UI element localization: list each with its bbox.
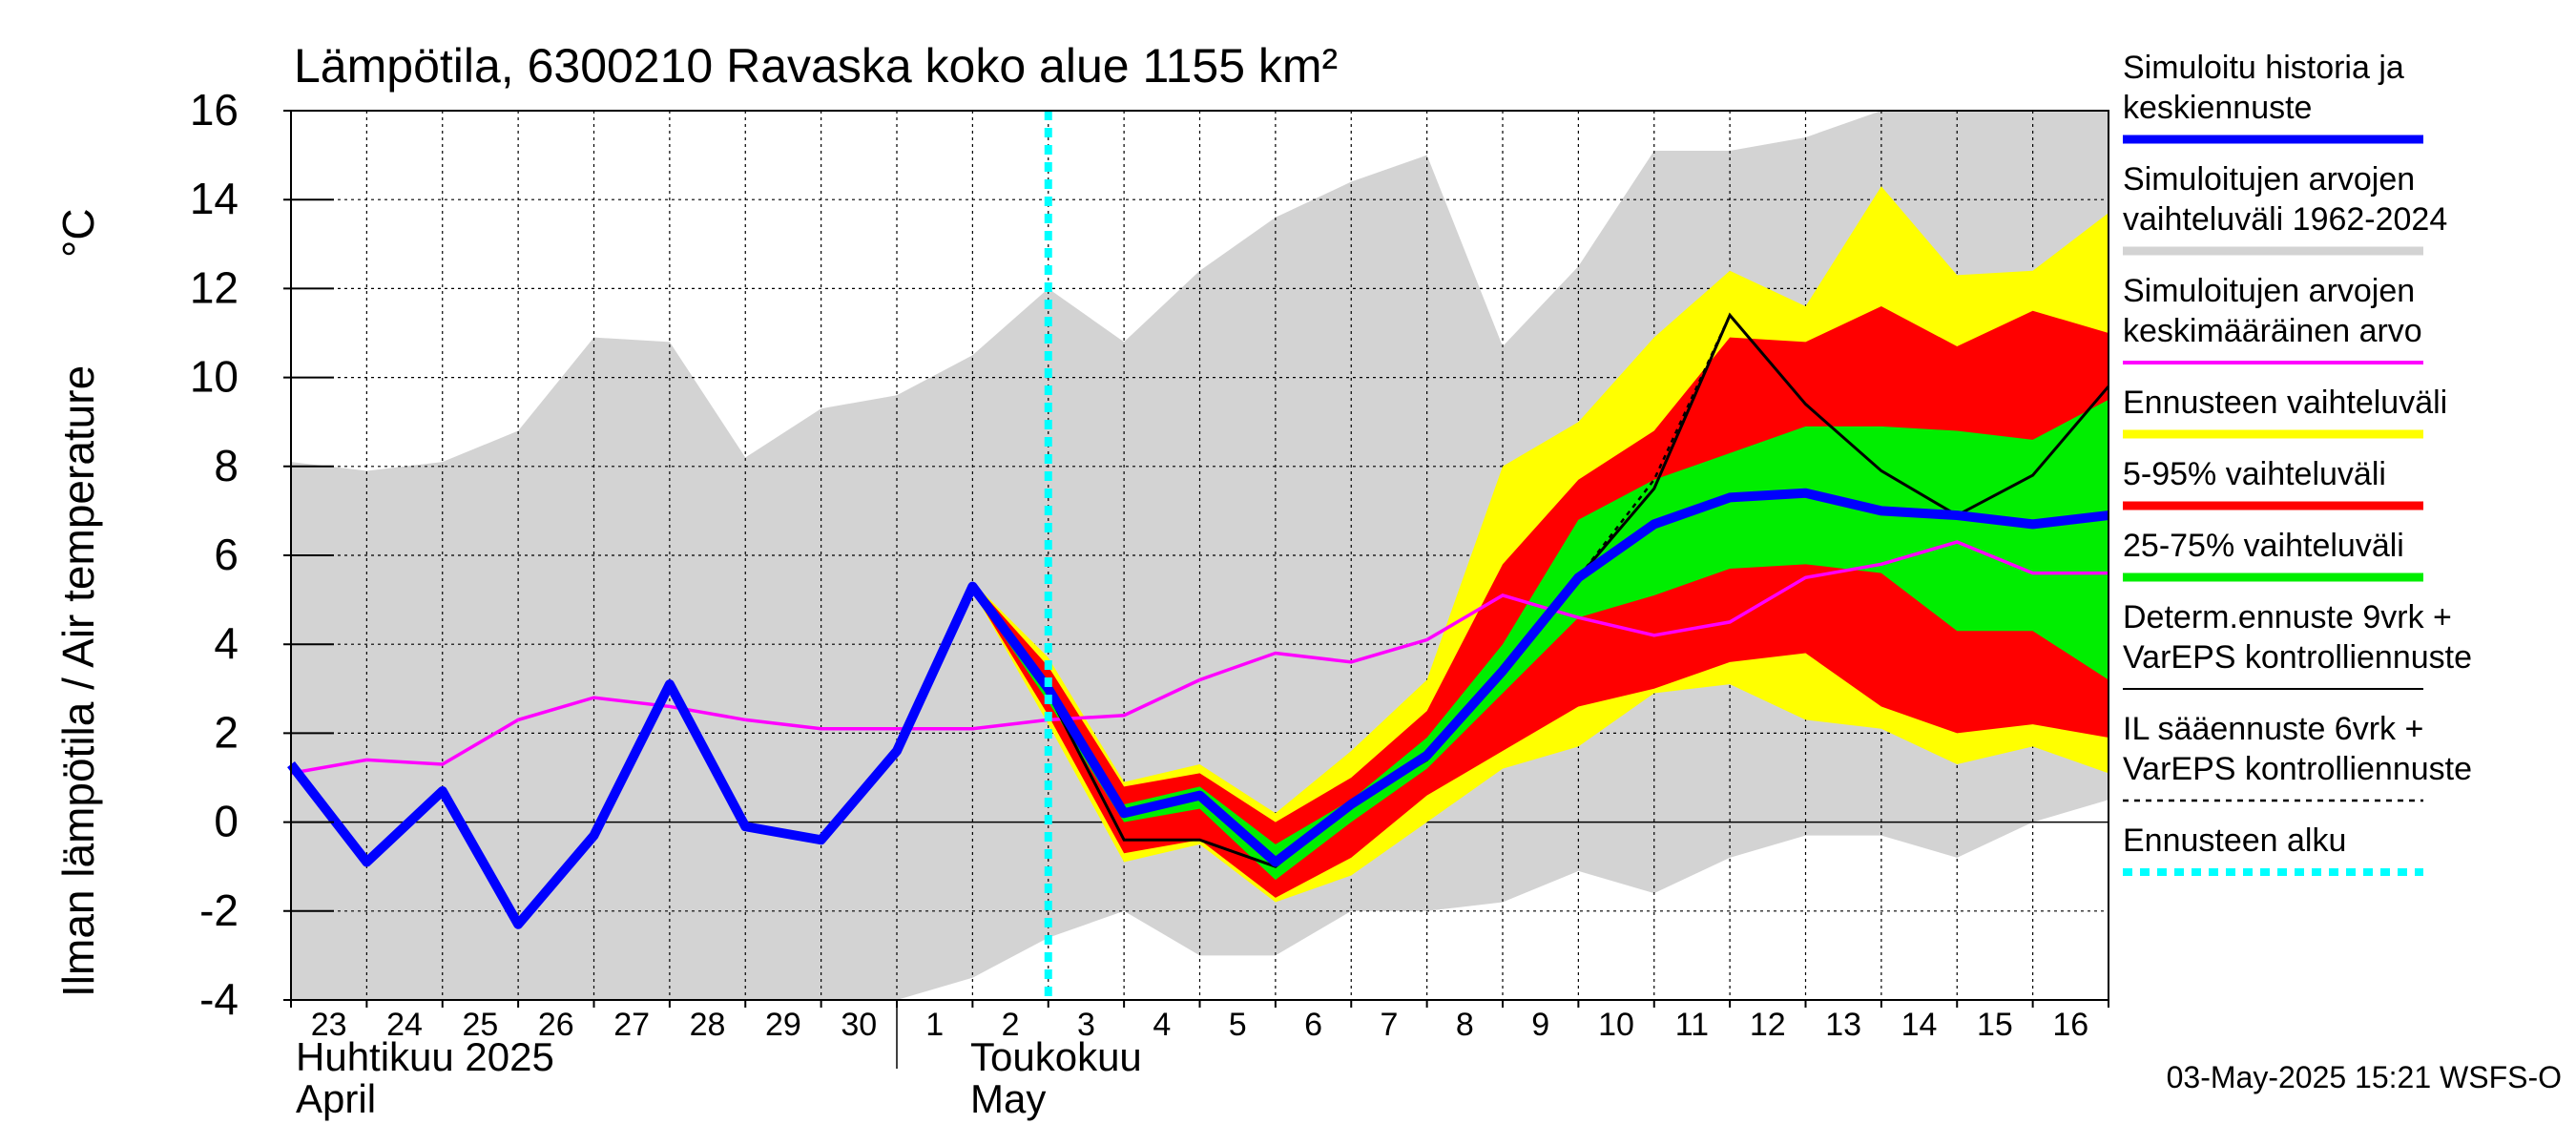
- y-tick-label: 6: [214, 530, 239, 579]
- x-tick-label: 3: [1077, 1007, 1095, 1043]
- y-tick-label: 12: [190, 262, 239, 312]
- legend-label: Ennusteen alku: [2123, 822, 2346, 859]
- x-tick-label: 30: [841, 1007, 877, 1043]
- x-tick-label: 24: [386, 1007, 423, 1043]
- x-tick-label: 10: [1598, 1007, 1634, 1043]
- plot-area: [287, 110, 2110, 1001]
- legend-label: Ennusteen vaihteluväli: [2123, 385, 2447, 421]
- legend-label: Simuloitu historia ja: [2123, 50, 2404, 86]
- x-tick-label: 15: [1977, 1007, 2013, 1043]
- month-label-may-fi: Toukokuu: [970, 1034, 1142, 1079]
- x-tick-label: 27: [613, 1007, 650, 1043]
- x-tick-label: 11: [1675, 1007, 1709, 1043]
- x-tick-label: 25: [463, 1007, 499, 1043]
- legend-label: VarEPS kontrolliennuste: [2123, 751, 2472, 787]
- month-label-april-fi: Huhtikuu 2025: [296, 1034, 554, 1079]
- y-axis: -4 -2 0 2 4 6 8 10 12 14 16: [190, 85, 334, 1024]
- y-axis-label: Ilman lämpötila / Air temperature: [53, 365, 103, 997]
- legend-label: vaihteluväli 1962-2024: [2123, 201, 2447, 238]
- x-tick-label: 9: [1531, 1007, 1549, 1043]
- y-axis-unit: °C: [53, 208, 103, 258]
- legend-label: 25-75% vaihteluväli: [2123, 528, 2404, 564]
- history-line: [287, 488, 2109, 929]
- forecast-bands-layer: [972, 186, 2109, 903]
- y-tick-label: -2: [199, 885, 239, 935]
- x-tick-label: 8: [1456, 1007, 1474, 1043]
- y-tick-label: 8: [214, 441, 239, 490]
- y-tick-label: 16: [190, 85, 239, 135]
- series-lines-layer: [287, 111, 2110, 1000]
- y-tick-label: 10: [190, 352, 239, 402]
- legend-label: VarEPS kontrolliennuste: [2123, 639, 2472, 676]
- p25-75-band: [972, 399, 2109, 881]
- x-tick-label: 29: [765, 1007, 801, 1043]
- x-tick-label: 5: [1229, 1007, 1247, 1043]
- legend: Simuloitu historia ja keskiennuste Simuloi…: [2123, 50, 2472, 876]
- legend-label: 5-95% vaihteluväli: [2123, 456, 2386, 492]
- y-tick-label: -4: [199, 974, 239, 1024]
- legend-label: Simuloitujen arvojen: [2123, 273, 2415, 309]
- x-tick-label: 16: [2052, 1007, 2088, 1043]
- y-tick-label: 2: [214, 707, 239, 757]
- x-tick-label: 26: [538, 1007, 574, 1043]
- x-axis: 23 24 25 26 27 28 29 30 1 2 3 4 5 6 7 8 9 10 11 12 13 14 15 16: [290, 1000, 2109, 1069]
- legend-label: IL sääennuste 6vrk +: [2123, 711, 2423, 747]
- x-tick-label: 14: [1901, 1007, 1938, 1043]
- chart-title: Lämpötila, 6300210 Ravaska koko alue 115…: [294, 39, 1338, 93]
- month-label-april-en: April: [296, 1076, 376, 1121]
- x-tick-label: 2: [1002, 1007, 1020, 1043]
- x-tick-label: 4: [1153, 1007, 1171, 1043]
- month-label-may-en: May: [970, 1076, 1046, 1121]
- legend-label: Simuloitujen arvojen: [2123, 161, 2415, 198]
- legend-label: keskimääräinen arvo: [2123, 313, 2422, 349]
- x-tick-label: 7: [1380, 1007, 1398, 1043]
- y-tick-label: 14: [190, 174, 239, 223]
- x-tick-label: 12: [1750, 1007, 1786, 1043]
- mean-line: [290, 540, 2109, 776]
- y-tick-label: 0: [214, 797, 239, 846]
- x-tick-label: 13: [1825, 1007, 1861, 1043]
- x-tick-label: 6: [1304, 1007, 1322, 1043]
- y-tick-label: 4: [214, 618, 239, 668]
- footer-timestamp: 03-May-2025 15:21 WSFS-O: [2167, 1060, 2562, 1094]
- x-tick-label: 23: [311, 1007, 347, 1043]
- x-tick-label: 28: [690, 1007, 726, 1043]
- legend-label: Determ.ennuste 9vrk +: [2123, 599, 2452, 635]
- x-tick-label: 1: [925, 1007, 944, 1043]
- legend-label: keskiennuste: [2123, 90, 2312, 126]
